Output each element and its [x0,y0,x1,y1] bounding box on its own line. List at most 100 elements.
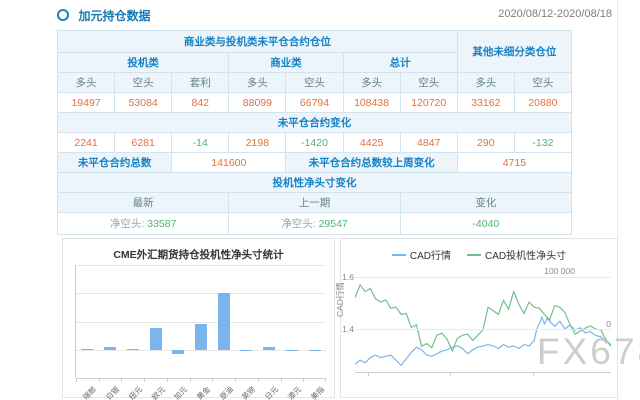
change-value: 290 [456,132,515,153]
bar-黄金 [195,324,207,350]
gridline [76,265,326,266]
position-value: 20880 [513,92,573,113]
bar-美指 [308,349,321,351]
x-axis-label: 瑞郎 [81,384,99,400]
x-axis-line [355,372,611,373]
table-row: 多头 空头 套利 多头 空头 多头 空头 多头 空头 [56,72,573,93]
x-axis-tick [450,372,451,376]
right-ytick-100000: 100 000 [544,266,575,276]
net-change-value: -4040 [399,212,573,235]
change-value: 2241 [56,132,116,153]
bar-日元 [263,347,276,350]
table-row: 投机性净头寸变化 [57,172,572,193]
net-position-bar-chart: CME外汇期货持仓投机性净头寸统计 瑞郎 白银 纽元 欧元 加元 黄金 原油 英镑 日元 澳元 美指 [62,238,335,400]
subgroup-commercial: 商业类 [228,52,344,73]
position-value: 19497 [56,92,116,113]
net-header-latest: 最新 [56,192,230,213]
series-line-CAD投机性净头寸 [354,283,612,353]
left-axis-title: CAD行情 [335,282,345,317]
subgroup-total: 总计 [342,52,458,73]
position-value: 53084 [114,92,173,113]
x-axis-tick [533,372,534,376]
legend-label: CAD投机性净头寸 [485,251,567,262]
net-previous-value: 29547 [318,218,348,230]
net-latest-label: 净空头: [109,218,145,230]
chart-legend: CAD行情 CAD投机性净头寸 [341,247,617,262]
total-oi-change-label: 未平仓合约总数较上周变化 [285,152,458,173]
position-value: 33162 [456,92,515,113]
line-swatch-icon [467,253,481,256]
bar-澳元 [285,349,298,351]
legend-label: CAD行情 [409,251,451,262]
x-axis-tick [212,378,214,382]
bar-加元 [172,349,185,354]
x-axis-label: 白银 [104,384,122,400]
legend-item-cad-net[interactable]: CAD投机性净头寸 [467,247,566,262]
total-oi-label: 未平仓合约总数 [56,152,173,173]
change-value: 2198 [228,132,287,153]
x-axis-tick [257,378,259,382]
gridline [355,329,611,330]
x-axis-label: 原油 [217,384,235,400]
x-axis-tick [166,378,168,382]
bar-欧元 [149,328,162,350]
position-value: 66794 [285,92,344,113]
line-plot-area: 1.6 1.4 100 000 0 [342,264,612,376]
bar-plot-area: 瑞郎 白银 纽元 欧元 加元 黄金 原油 英镑 日元 澳元 美指 [75,265,326,400]
bar-瑞郎 [81,348,94,350]
net-latest-value: 33587 [147,218,177,230]
table-row: 2241 6281 -14 2198 -1420 4425 4847 290 -… [56,132,573,153]
change-value: -132 [513,132,573,153]
x-axis-label: 黄金 [195,384,213,400]
table-row: 净空头: 33587 净空头: 29547 -4040 [56,212,573,235]
subgroup-speculative: 投机类 [56,52,230,73]
change-value: -14 [171,132,230,153]
change-value: -1420 [285,132,344,153]
col-header: 多头 [56,72,116,93]
header-bar: 加元持仓数据 2020/08/12-2020/08/18 [57,7,612,25]
x-axis-tick [76,378,77,382]
gridline [76,378,326,379]
charts-row: CME外汇期货持仓投机性净头寸统计 瑞郎 白银 纽元 欧元 加元 黄金 原油 英镑 日元 澳元 美指… [62,238,618,400]
group-header-other: 其他未细分类仓位 [456,30,573,73]
total-oi-change-value: 4715 [456,152,573,173]
col-header: 空头 [513,72,573,93]
net-previous-cell: 净空头: 29547 [228,212,401,235]
total-oi-value: 141600 [171,152,287,173]
table-row: 商业类与投机类未平仓合约仓位 其他未细分类仓位 [57,30,573,73]
gridline [76,293,326,295]
col-header: 多头 [228,72,287,93]
change-value: 6281 [114,132,173,153]
section-header-net: 投机性净头寸变化 [57,172,572,193]
x-axis-tick [303,378,305,382]
col-header: 空头 [285,72,344,93]
page-title: 加元持仓数据 [78,9,151,23]
left-ytick-1_4: 1.4 [342,324,354,334]
change-value: 4425 [342,132,401,153]
section-header-change: 未平仓合约变化 [57,112,572,133]
bar-原油 [217,293,230,350]
col-header: 空头 [114,72,173,93]
x-axis-label: 日元 [263,384,281,400]
x-axis-tick [325,378,326,382]
group-header-main: 商业类与投机类未平仓合约仓位 [57,30,458,53]
position-value: 88099 [228,92,287,113]
line-swatch-icon [391,253,406,256]
x-axis-tick [144,378,146,382]
bar-纽元 [126,348,139,350]
x-axis-tick [189,378,191,382]
cad-line-chart: CAD行情 CAD投机性净头寸 CAD行情 1.6 1.4 100 000 0 [335,238,618,398]
bar-chart-title: CME外汇期货持仓投机性净头寸统计 [113,249,284,261]
net-header-previous: 上一期 [228,192,401,213]
x-axis-tick [368,372,369,376]
table-row: 投机类 商业类 总计 [56,52,572,73]
legend-item-cad-price[interactable]: CAD行情 [391,247,451,262]
gridline [76,349,326,351]
col-header: 套利 [171,72,230,93]
line-series-svg [354,283,612,367]
table-row: 未平仓合约总数 141600 未平仓合约总数较上周变化 4715 [56,152,573,173]
bar-英镑 [240,349,253,351]
x-axis-label: 美指 [308,384,326,400]
position-value: 120720 [399,92,458,113]
